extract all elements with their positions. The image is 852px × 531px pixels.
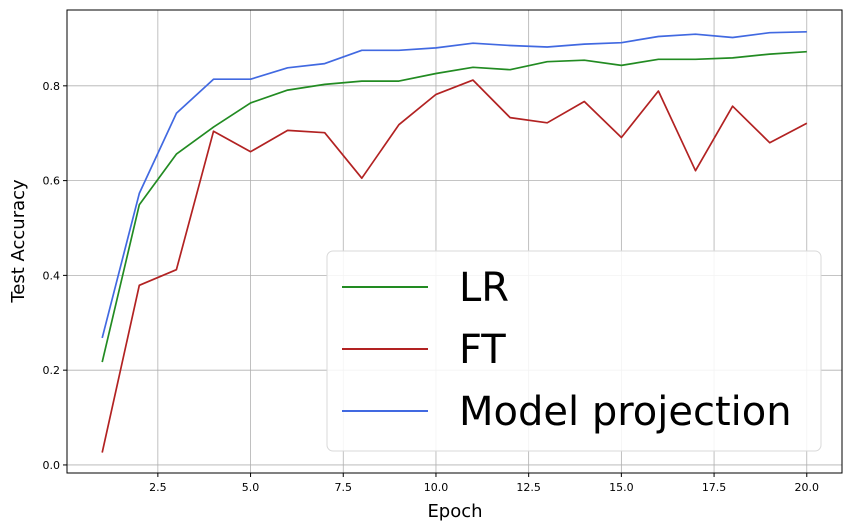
legend: LR FT Model projection — [326, 250, 822, 452]
y-tick-label: 0.4 — [43, 269, 61, 282]
y-tick-label: 0.6 — [43, 175, 61, 188]
axes — [66, 9, 843, 474]
plot-frame — [66, 9, 843, 474]
x-tick-label: 20.0 — [795, 481, 820, 494]
y-tick-label: 0.2 — [43, 364, 61, 377]
legend-label: Model projection — [459, 389, 792, 435]
y-axis-title: Test Accuracy — [8, 179, 29, 304]
series-line-lr — [101, 50, 807, 363]
x-tick-label: 12.5 — [516, 481, 541, 494]
x-tick-label: 2.5 — [149, 481, 167, 494]
x-tick-label: 5.0 — [242, 481, 260, 494]
legend-box — [326, 250, 822, 452]
x-axis-title: Epoch — [427, 501, 482, 522]
ticks: 2.5 5.0 7.5 10.0 12.5 15.0 17.5 20.0 0.0 0.2 0.4 0.… — [43, 80, 820, 494]
y-tick-label: 0.8 — [43, 80, 61, 93]
series-lines — [101, 30, 808, 453]
x-tick-label: 15.0 — [609, 481, 634, 494]
x-tick-label: 7.5 — [335, 481, 353, 494]
x-tick-label: 10.0 — [424, 481, 449, 494]
legend-label: FT — [459, 327, 506, 373]
x-tick-label: 17.5 — [702, 481, 727, 494]
y-tick-label: 0.0 — [43, 459, 61, 472]
series-line-model-projection — [101, 30, 807, 339]
legend-label: LR — [459, 265, 509, 311]
series-line-ft — [101, 79, 808, 453]
